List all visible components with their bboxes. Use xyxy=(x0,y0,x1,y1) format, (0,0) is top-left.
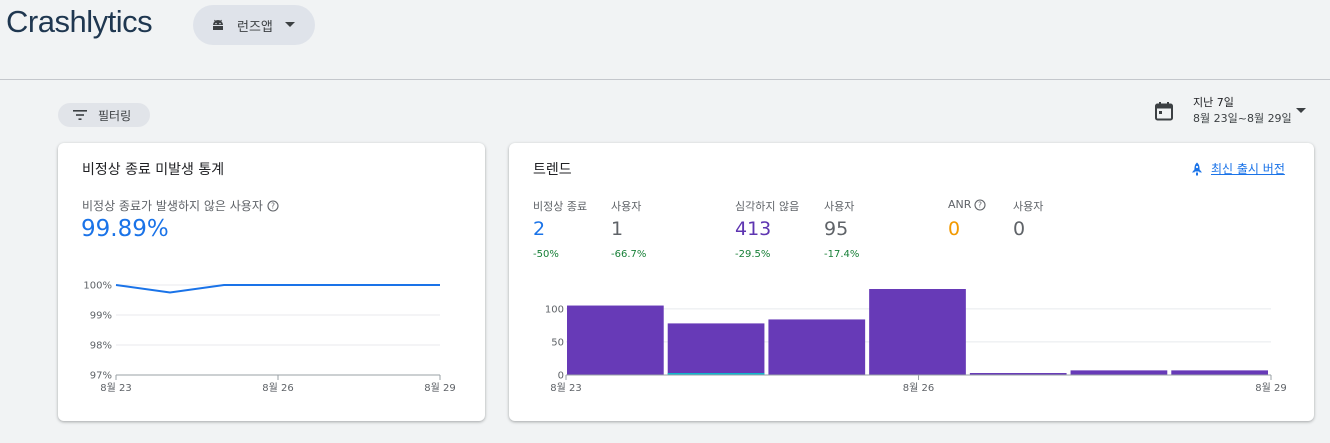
help-icon[interactable]: ? xyxy=(267,199,279,212)
x-tick-label: 8월 23 xyxy=(100,382,131,394)
stat-anr-users-value: 0 xyxy=(1013,218,1026,240)
help-icon[interactable]: ? xyxy=(974,198,986,211)
bar[interactable] xyxy=(969,373,1067,375)
x-tick-label: 8월 23 xyxy=(550,382,581,394)
chevron-down-icon xyxy=(284,22,295,27)
app-picker-button[interactable]: 런즈앱 xyxy=(193,5,315,45)
stat-nonfatal-change: -29.5% xyxy=(735,249,771,260)
trends-bar-chart: 0 50 100 8월 23 8월 26 8월 29 xyxy=(545,289,1287,394)
filter-icon xyxy=(73,110,87,120)
bar[interactable] xyxy=(1070,370,1168,375)
stat-nonfatal-value: 413 xyxy=(735,218,772,240)
x-tick-label: 8월 29 xyxy=(424,382,455,394)
x-tick-label: 8월 26 xyxy=(903,382,934,394)
y-tick-label: 99% xyxy=(90,311,112,322)
y-tick-label: 98% xyxy=(90,341,112,352)
card-title: 비정상 종료 미발생 통계 xyxy=(82,162,225,178)
app-header: Crashlytics 런즈앱 xyxy=(0,0,1330,80)
metric-label-text: 비정상 종료가 발생하지 않은 사용자 xyxy=(82,199,263,213)
stat-anr-users-label: 사용자 xyxy=(1013,200,1044,213)
chevron-down-icon xyxy=(1296,108,1306,113)
filter-button[interactable]: 필터링 xyxy=(58,103,150,127)
stat-nonfatal-users-label: 사용자 xyxy=(824,200,855,213)
calendar-icon xyxy=(1155,102,1173,121)
stat-crashes-change: -50% xyxy=(533,249,559,260)
date-range-name: 지난 7일 xyxy=(1193,96,1234,109)
bar[interactable] xyxy=(869,289,966,375)
stat-nonfatal-users-value: 95 xyxy=(824,218,849,240)
y-tick-label: 100% xyxy=(83,281,112,292)
date-range-dates: 8월 23일~8월 29일 xyxy=(1193,112,1292,125)
svg-text:?: ? xyxy=(271,201,275,210)
stat-crash-users-label: 사용자 xyxy=(611,200,642,213)
stat-crash-users-change: -66.7% xyxy=(611,249,647,260)
crash-free-line-chart: 97% 98% 99% 100% 8월 23 8월 26 8월 29 xyxy=(83,281,455,395)
y-tick-label: 100 xyxy=(545,304,564,315)
page-title: Crashlytics xyxy=(6,4,153,39)
y-tick-label: 50 xyxy=(551,337,564,348)
stat-crash-users-value: 1 xyxy=(611,218,624,240)
series-line xyxy=(115,284,440,294)
stat-crashes-label: 비정상 종료 xyxy=(533,200,588,213)
latest-release-label: 최신 출시 버전 xyxy=(1211,162,1285,176)
y-tick-label: 0 xyxy=(558,371,564,382)
stat-crashes-value: 2 xyxy=(533,218,546,240)
stat-nonfatal-users-change: -17.4% xyxy=(824,249,860,260)
stat-anr-value: 0 xyxy=(948,218,961,240)
latest-release-link[interactable]: 최신 출시 버전 xyxy=(1191,160,1285,177)
stat-anr-label: ANR ? xyxy=(948,198,986,211)
crash-free-users-label: 비정상 종료가 발생하지 않은 사용자 ? xyxy=(82,197,279,214)
app-name: 런즈앱 xyxy=(237,19,273,35)
crash-free-stats-card: 비정상 종료 미발생 통계 비정상 종료가 발생하지 않은 사용자 ? 99.8… xyxy=(58,143,485,421)
card-title: 트렌드 xyxy=(533,162,572,178)
bar[interactable] xyxy=(667,323,765,375)
android-icon xyxy=(213,19,223,30)
bar[interactable] xyxy=(1171,370,1268,375)
bar[interactable] xyxy=(567,305,664,375)
x-tick-label: 8월 26 xyxy=(262,382,293,394)
bar-segment xyxy=(667,373,765,375)
svg-text:?: ? xyxy=(978,200,982,209)
bar[interactable] xyxy=(768,319,866,375)
stat-nonfatal-label: 심각하지 않음 xyxy=(735,200,800,213)
date-range-picker[interactable]: 지난 7일 8월 23일~8월 29일 xyxy=(1154,95,1314,131)
date-range-text: 지난 7일 8월 23일~8월 29일 xyxy=(1193,95,1292,127)
filter-label: 필터링 xyxy=(98,108,132,123)
crash-free-users-value: 99.89% xyxy=(81,216,169,242)
y-tick-label: 97% xyxy=(90,371,112,382)
rocket-icon xyxy=(1192,162,1202,175)
trends-card: 트렌드 최신 출시 버전 비정상 종료 2 -50% 사용자 1 -66.7% … xyxy=(509,143,1314,421)
x-tick-label: 8월 29 xyxy=(1255,382,1286,394)
